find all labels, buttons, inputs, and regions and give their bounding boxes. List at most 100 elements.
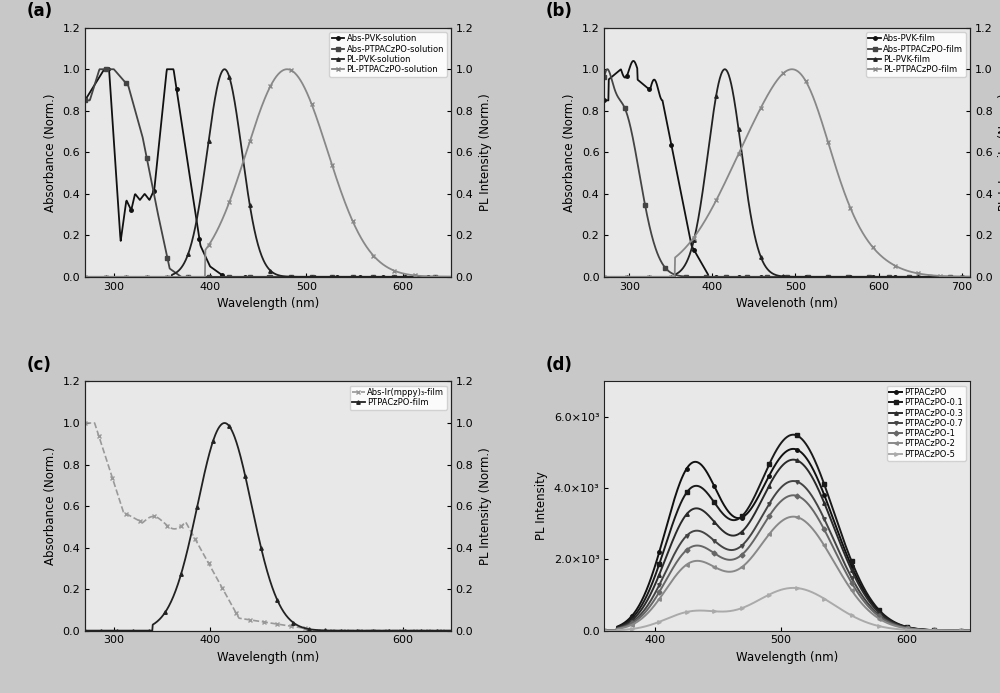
- Legend: Abs-PVK-solution, Abs-PTPACzPO-solution, PL-PVK-solution, PL-PTPACzPO-solution: Abs-PVK-solution, Abs-PTPACzPO-solution,…: [329, 32, 447, 77]
- PTPACzPO-2: [843, 583, 855, 591]
- PTPACzPO-film: [394, 626, 406, 635]
- Legend: PTPACzPO, PTPACzPO-0.1, PTPACzPO-0.3, PTPACzPO-0.7, PTPACzPO-1, PTPACzPO-2, PTPA: PTPACzPO, PTPACzPO-0.1, PTPACzPO-0.3, PT…: [887, 386, 966, 461]
- PTPACzPO-5: [788, 584, 800, 592]
- PTPACzPO-2: [663, 581, 675, 589]
- Text: (b): (b): [546, 2, 573, 20]
- PTPACzPO-0.7: [814, 507, 826, 515]
- PTPACzPO-5: [964, 626, 976, 635]
- PTPACzPO-film: [357, 626, 369, 635]
- PTPACzPO-5: [598, 626, 610, 635]
- PL-PVK-film: [914, 273, 926, 281]
- Abs-PVK-film: [702, 273, 714, 281]
- Text: (d): (d): [546, 356, 573, 374]
- PTPACzPO-0.1: [598, 626, 610, 635]
- PTPACzPO-0.1: [692, 482, 704, 490]
- PL-PTPACzPO-solution: [394, 269, 406, 277]
- PTPACzPO-0.3: [663, 545, 675, 554]
- PTPACzPO-2: [874, 615, 886, 624]
- PTPACzPO-film: [312, 626, 324, 634]
- Line: PTPACzPO-5: PTPACzPO-5: [603, 586, 972, 633]
- PL-PVK-film: [964, 273, 976, 281]
- PTPACzPO: [787, 445, 799, 453]
- PL-PTPACzPO-solution: [312, 119, 324, 128]
- Abs-Ir(mppy)₃-film: [291, 623, 303, 631]
- PTPACzPO-0.1: [787, 430, 799, 439]
- PTPACzPO-0.7: [692, 527, 704, 535]
- PTPACzPO-2: [964, 626, 976, 635]
- PL-PVK-film: [638, 273, 650, 281]
- Abs-PVK-solution: [357, 273, 369, 281]
- PL-PVK-film: [755, 253, 767, 261]
- Line: PL-PTPACzPO-film: PL-PTPACzPO-film: [603, 67, 972, 279]
- Y-axis label: PL Intensity (Norm.): PL Intensity (Norm.): [479, 94, 492, 211]
- Abs-PVK-solution: [292, 273, 304, 281]
- PL-PVK-solution: [357, 273, 369, 281]
- Line: PTPACzPO-0.3: PTPACzPO-0.3: [603, 458, 972, 633]
- PL-PTPACzPO-solution: [445, 272, 457, 281]
- PL-PTPACzPO-film: [874, 251, 886, 259]
- X-axis label: Wavelength (nm): Wavelength (nm): [736, 651, 838, 664]
- Legend: Abs-PVK-film, Abs-PTPACzPO-film, PL-PVK-film, PL-PTPACzPO-film: Abs-PVK-film, Abs-PTPACzPO-film, PL-PVK-…: [866, 32, 966, 77]
- Abs-PTPACzPO-solution: [395, 273, 407, 281]
- PTPACzPO-1: [663, 571, 675, 579]
- Y-axis label: PL Intensity: PL Intensity: [535, 472, 548, 541]
- PTPACzPO-0.1: [874, 607, 886, 615]
- PTPACzPO-0.3: [692, 505, 704, 513]
- Text: (a): (a): [26, 2, 53, 20]
- Abs-PTPACzPO-film: [915, 273, 927, 281]
- PL-PVK-solution: [101, 273, 113, 281]
- PL-PTPACzPO-solution: [357, 237, 369, 245]
- PTPACzPO-0.7: [843, 569, 855, 577]
- PTPACzPO-0.3: [964, 626, 976, 635]
- Y-axis label: PL Intensity (Norm.): PL Intensity (Norm.): [479, 447, 492, 565]
- Abs-PVK-solution: [219, 273, 231, 281]
- PTPACzPO-0.7: [598, 626, 610, 635]
- PTPACzPO-0.7: [874, 612, 886, 620]
- PL-PVK-solution: [445, 273, 457, 281]
- Line: Abs-PTPACzPO-solution: Abs-PTPACzPO-solution: [83, 67, 452, 279]
- PTPACzPO-5: [874, 622, 886, 631]
- Abs-Ir(mppy)₃-film: [301, 626, 313, 635]
- PTPACzPO-0.3: [788, 455, 800, 464]
- Abs-PTPACzPO-solution: [94, 65, 106, 73]
- PTPACzPO-5: [843, 610, 855, 618]
- PTPACzPO-film: [301, 624, 313, 633]
- PL-PTPACzPO-film: [964, 272, 976, 281]
- Abs-Ir(mppy)₃-film: [301, 626, 313, 635]
- PTPACzPO-1: [598, 626, 610, 635]
- Y-axis label: Absorbance (Norm.): Absorbance (Norm.): [44, 93, 57, 211]
- PTPACzPO-0.3: [874, 610, 886, 618]
- PTPACzPO-1: [843, 574, 855, 583]
- PTPACzPO-1: [692, 541, 704, 550]
- PTPACzPO-0.3: [598, 626, 610, 635]
- Abs-PTPACzPO-film: [694, 273, 706, 281]
- PTPACzPO-5: [764, 590, 776, 599]
- Abs-PTPACzPO-film: [682, 273, 694, 281]
- Line: PTPACzPO: PTPACzPO: [603, 447, 972, 633]
- PL-PTPACzPO-solution: [281, 65, 293, 73]
- Abs-Ir(mppy)₃-film: [445, 626, 457, 635]
- PL-PVK-solution: [394, 273, 406, 281]
- PL-PTPACzPO-solution: [292, 72, 304, 80]
- Abs-PVK-solution: [395, 273, 407, 281]
- Abs-PVK-film: [875, 273, 887, 281]
- Line: PTPACzPO-film: PTPACzPO-film: [83, 421, 452, 633]
- PTPACzPO-0.7: [663, 561, 675, 569]
- Abs-Ir(mppy)₃-film: [101, 459, 113, 467]
- PTPACzPO-film: [79, 626, 91, 635]
- PL-PTPACzPO-film: [598, 273, 610, 281]
- PL-PTPACzPO-solution: [101, 273, 113, 281]
- PTPACzPO: [598, 626, 610, 635]
- Text: (c): (c): [26, 356, 51, 374]
- Abs-PTPACzPO-solution: [357, 273, 369, 281]
- X-axis label: Wavelenoth (nm): Wavelenoth (nm): [736, 297, 838, 310]
- PTPACzPO-0.7: [788, 477, 800, 485]
- PL-PTPACzPO-film: [786, 65, 798, 73]
- PTPACzPO-2: [764, 529, 776, 538]
- PTPACzPO-1: [874, 613, 886, 622]
- PL-PVK-film: [598, 273, 610, 281]
- PTPACzPO: [874, 608, 886, 617]
- Abs-PVK-film: [964, 273, 976, 281]
- PL-PVK-solution: [79, 273, 91, 281]
- PTPACzPO-0.3: [764, 480, 776, 489]
